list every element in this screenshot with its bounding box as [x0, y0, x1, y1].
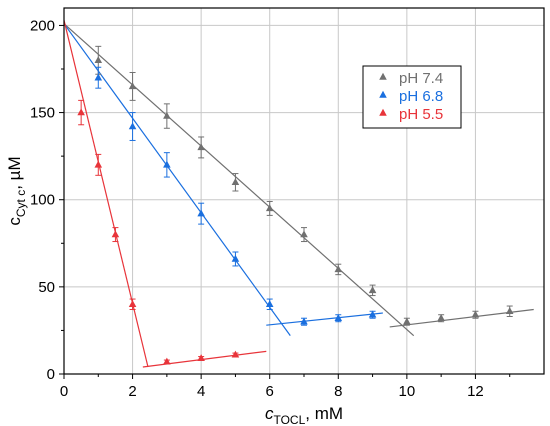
legend-marker: [379, 108, 387, 116]
y-tick-label: 0: [47, 366, 55, 383]
tick-labels: 0 2 4 6 8 10 12 0 50 100 150 200: [30, 17, 484, 400]
x-axis-title: cTOCL, mM: [265, 404, 343, 426]
x-axis-title-main: c: [265, 404, 274, 423]
y-axis-title-main: c: [5, 217, 24, 226]
x-tick-label: 4: [197, 383, 205, 400]
x-tick-label: 2: [128, 383, 136, 400]
data-point: [163, 160, 171, 168]
legend-label: pH 5.5: [399, 106, 443, 123]
data-point: [197, 209, 205, 217]
x-tick-label: 0: [60, 383, 68, 400]
x-tick-label: 8: [334, 383, 342, 400]
data-point: [265, 204, 274, 212]
data-point: [334, 314, 343, 321]
y-tick-label: 50: [38, 279, 55, 296]
data-point: [111, 230, 120, 238]
fit-line: [63, 23, 291, 337]
data-point: [300, 317, 308, 325]
x-tick-label: 6: [266, 383, 274, 400]
data-point: [231, 254, 240, 262]
fit-line: [63, 23, 415, 337]
fit-line: [142, 350, 267, 368]
legend-label: pH 7.4: [399, 70, 443, 87]
y-tick-label: 150: [30, 105, 55, 122]
data-point: [163, 357, 171, 365]
data-point: [231, 178, 240, 186]
y-tick-label: 100: [30, 192, 55, 209]
data-point: [128, 82, 137, 90]
y-tick-label: 200: [30, 17, 55, 34]
x-tick-label: 12: [467, 383, 484, 400]
y-axis-title-sub: Cyt c: [14, 190, 28, 217]
data-point: [128, 300, 137, 308]
data-point: [197, 143, 205, 151]
fit-line: [266, 312, 383, 326]
y-axis-title: cCyt c, µM: [5, 156, 28, 225]
data-point: [94, 73, 103, 81]
data-point: [334, 265, 343, 273]
data-point: [231, 350, 240, 358]
x-axis-title-unit: , mM: [305, 404, 343, 423]
y-axis-title-unit: , µM: [5, 156, 24, 189]
legend-box: [362, 65, 462, 129]
data-point: [471, 310, 480, 318]
axis-ticks: [59, 24, 511, 379]
data-points: [77, 56, 514, 365]
x-axis-title-sub: TOCL: [273, 413, 305, 426]
data-point: [94, 56, 103, 64]
legend-label: pH 6.8: [399, 88, 443, 105]
data-point: [368, 310, 377, 318]
data-point: [403, 317, 411, 325]
data-point: [94, 160, 103, 168]
legend-marker: [379, 90, 387, 98]
data-point: [197, 354, 205, 362]
data-point: [163, 111, 171, 119]
legend: pH 7.4pH 6.8pH 5.5: [362, 65, 462, 129]
legend-marker: [379, 72, 387, 80]
x-tick-label: 10: [399, 383, 416, 400]
data-point: [128, 122, 137, 130]
data-point: [505, 307, 514, 314]
data-point: [368, 286, 377, 294]
data-point: [77, 108, 85, 116]
data-point: [300, 230, 308, 238]
data-point: [437, 314, 445, 321]
data-point: [265, 300, 274, 308]
